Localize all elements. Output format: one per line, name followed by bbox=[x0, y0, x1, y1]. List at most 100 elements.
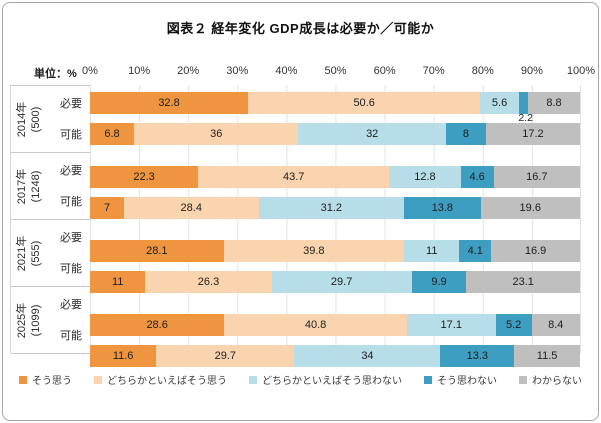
bar-segment: 40.8 bbox=[224, 314, 407, 336]
segment-value-label: 32 bbox=[366, 128, 379, 140]
bar-segment: 7 bbox=[90, 197, 124, 219]
x-axis-tick-label: 80% bbox=[471, 65, 494, 77]
bar-segment: 4.1 bbox=[459, 240, 492, 262]
year-group-label-cell: 2025年 (1099) 必要 可能 bbox=[11, 287, 90, 354]
bar-segment: 12.8 bbox=[389, 166, 461, 188]
x-axis-tick-label: 30% bbox=[226, 65, 249, 77]
x-axis-tick-label: 20% bbox=[177, 65, 200, 77]
segment-value-label: 6.8 bbox=[104, 128, 120, 140]
bar-segment: 28.4 bbox=[124, 197, 259, 219]
bar-segment: 32.8 bbox=[90, 92, 249, 114]
legend-swatch bbox=[424, 375, 432, 384]
segment-value-label: 11 bbox=[426, 245, 438, 257]
legend-item: そう思わない bbox=[424, 372, 497, 387]
segment-value-label: 11.5 bbox=[536, 350, 558, 362]
unit-label: 単位：% bbox=[34, 68, 77, 80]
bar-group: 28.6 40.8 17.1 5.2 8.4 11.6 29.7 34 13.3 11.5 bbox=[90, 314, 580, 381]
bar-segment: 8.4 bbox=[531, 314, 580, 336]
row-label: 必要 bbox=[60, 98, 82, 110]
row-label: 必要 bbox=[60, 165, 82, 177]
bar-segment: 28.6 bbox=[90, 314, 225, 336]
x-axis-tick-label: 70% bbox=[422, 65, 445, 77]
bar-segment: 8 bbox=[445, 123, 486, 145]
legend-item: どちらかといえばそう思わない bbox=[249, 372, 402, 387]
year-label: 2017年 bbox=[16, 168, 28, 205]
segment-value-label: 39.8 bbox=[303, 245, 325, 257]
bar-segment: 32 bbox=[298, 123, 446, 145]
stacked-bar: 11 26.3 29.7 9.9 23.1 bbox=[90, 271, 580, 293]
segment-value-label: 23.1 bbox=[512, 276, 534, 288]
bar-segment: 43.7 bbox=[198, 166, 390, 188]
bar-segment: 13.8 bbox=[404, 197, 481, 219]
segment-value-label: 5.6 bbox=[491, 97, 508, 109]
segment-value-label: 5.2 bbox=[505, 319, 522, 331]
bar-segment: 16.9 bbox=[491, 240, 580, 262]
sample-size-label: (1248) bbox=[30, 170, 42, 203]
bar-segment: 5.6 bbox=[480, 92, 519, 114]
sample-size-label: (555) bbox=[30, 240, 42, 267]
chart-title: 図表２ 経年変化 GDP成長は必要か／可能か bbox=[166, 21, 435, 36]
legend-label: どちらかといえばそう思う bbox=[107, 376, 227, 387]
segment-value-label: 8 bbox=[462, 128, 469, 140]
segment-value-label: 7 bbox=[103, 202, 111, 214]
bar-segment: 11 bbox=[90, 271, 146, 293]
segment-value-label: 40.8 bbox=[304, 319, 327, 331]
x-axis-tick-label: 100% bbox=[566, 65, 596, 77]
row-label: 必要 bbox=[60, 232, 82, 244]
year-group-label-cell: 2014年 (500) 必要 可能 bbox=[11, 86, 90, 153]
segment-value-label: 29.7 bbox=[214, 350, 237, 362]
segment-value-label: 29.7 bbox=[330, 276, 353, 288]
sample-size-label: (1099) bbox=[30, 304, 42, 337]
stacked-bar: 11.6 29.7 34 13.3 11.5 bbox=[90, 345, 580, 367]
bar-segment: 50.6 bbox=[248, 92, 481, 114]
segment-value-label: 12.8 bbox=[414, 171, 436, 183]
row-label: 可能 bbox=[60, 263, 82, 275]
bar-segment: 11.6 bbox=[90, 345, 157, 367]
segment-value-label: 17.1 bbox=[440, 319, 462, 331]
legend-label: そう思う bbox=[32, 376, 72, 387]
bar-segment: 34 bbox=[294, 345, 441, 367]
bar-segment: 19.6 bbox=[480, 197, 580, 219]
segment-value-label: 11 bbox=[111, 276, 124, 288]
year-label: 2025年 bbox=[16, 302, 28, 339]
legend-item: そう思う bbox=[19, 372, 72, 387]
stacked-bar: 28.1 39.8 11 4.1 16.9 bbox=[90, 240, 580, 262]
bar-segment: 13.3 bbox=[440, 345, 515, 367]
row-label: 可能 bbox=[60, 129, 82, 141]
stacked-bar: 32.8 50.6 5.6 2.2 8.8 bbox=[90, 92, 580, 124]
bar-group: 32.8 50.6 5.6 2.2 8.8 6.8 36 32 8 17.2 bbox=[90, 92, 580, 159]
segment-value-label: 28.6 bbox=[146, 319, 168, 331]
legend-swatch bbox=[249, 375, 257, 384]
bar-segment: 4.6 bbox=[460, 166, 494, 188]
year-label: 2014年 bbox=[16, 101, 28, 138]
bar-segment: 29.7 bbox=[156, 345, 295, 367]
bar-group: 22.3 43.7 12.8 4.6 16.7 7 28.4 31.2 13.8 19.6 bbox=[90, 166, 580, 233]
segment-value-label: 4.1 bbox=[467, 245, 483, 257]
stacked-bar: 6.8 36 32 8 17.2 bbox=[90, 123, 580, 145]
legend-swatch bbox=[519, 375, 527, 384]
legend-swatch bbox=[19, 375, 27, 384]
bar-segment: 26.3 bbox=[145, 271, 272, 293]
segment-value-label: 9.9 bbox=[431, 276, 447, 288]
bar-segment: 17.2 bbox=[485, 123, 580, 145]
bar-segment: 6.8 bbox=[90, 123, 135, 145]
stacked-bar: 28.6 40.8 17.1 5.2 8.4 bbox=[90, 314, 580, 336]
legend-item: わからない bbox=[519, 372, 582, 387]
segment-value-label: 8.4 bbox=[548, 319, 564, 331]
x-axis-tick-label: 50% bbox=[324, 65, 347, 77]
segment-value-label: 26.3 bbox=[197, 276, 220, 288]
segment-value-label: 16.9 bbox=[524, 245, 547, 257]
bar-segment: 28.1 bbox=[90, 240, 224, 262]
row-label: 可能 bbox=[60, 330, 82, 342]
segment-value-label: 31.2 bbox=[320, 202, 343, 214]
segment-value-label: 28.4 bbox=[180, 202, 202, 214]
category-labels-column: 2014年 (500) 必要 可能 2017年 (1248) 必要 可能 2021年 (555) 必… bbox=[10, 85, 90, 354]
segment-value-label: 2.2 bbox=[518, 112, 533, 124]
bar-segment: 23.1 bbox=[466, 271, 580, 293]
bar-segment: 2.2 bbox=[518, 92, 533, 124]
x-axis-tick-label: 10% bbox=[128, 65, 151, 77]
x-axis-tick-label: 0% bbox=[82, 65, 98, 77]
legend: そう思う どちらかといえばそう思う どちらかといえばそう思わない そう思わない わからな… bbox=[3, 372, 598, 387]
year-label: 2021年 bbox=[16, 235, 28, 272]
